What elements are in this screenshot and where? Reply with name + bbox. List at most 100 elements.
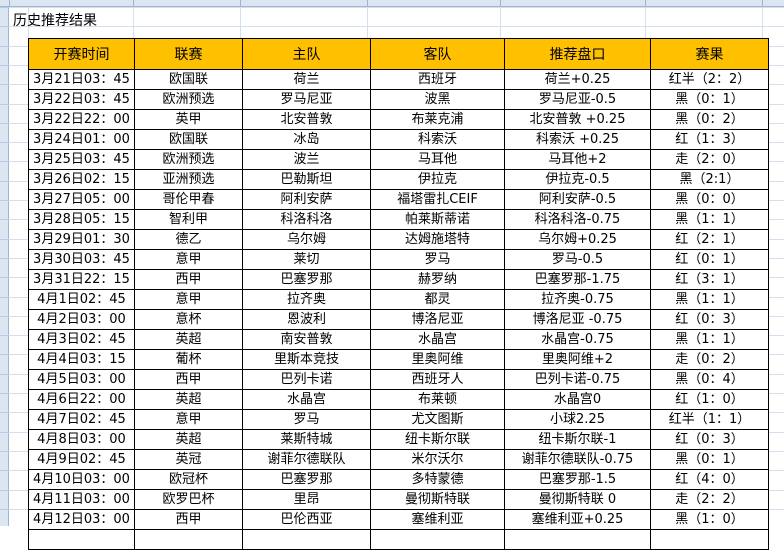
cell-league[interactable]: 欧冠杯: [134, 469, 243, 490]
cell-league[interactable]: 欧罗巴杯: [134, 489, 243, 510]
row-divider[interactable]: [0, 161, 9, 162]
table-row[interactable]: 4月9日02：45 英冠 谢菲尔德联队 米尔沃尔 谢菲尔德联队-0.75 黑（0：1）: [28, 449, 769, 470]
cell-time[interactable]: [28, 529, 135, 550]
column-divider[interactable]: [762, 0, 763, 7]
cell-league[interactable]: 意甲: [134, 289, 243, 310]
cell-time[interactable]: 4月11日03：00: [28, 489, 135, 510]
cell-away[interactable]: [370, 529, 505, 550]
cell-home[interactable]: 科洛科洛: [242, 209, 371, 230]
cell-time[interactable]: 4月10日03：00: [28, 469, 135, 490]
cell-result[interactable]: [650, 529, 769, 550]
cell-away[interactable]: 马耳他: [370, 149, 505, 170]
row-divider[interactable]: [0, 277, 9, 278]
table-row[interactable]: 3月25日03：45 欧洲预选 波兰 马耳他 马耳他+2 走（2：0）: [28, 149, 769, 170]
cell-result[interactable]: 黑（1：1）: [650, 289, 769, 310]
cell-home[interactable]: 里斯本竞技: [242, 349, 371, 370]
cell-result[interactable]: 红（0：3）: [650, 309, 769, 330]
cell-league[interactable]: 欧国联: [134, 129, 243, 150]
table-row[interactable]: 4月10日03：00 欧冠杯 巴塞罗那 多特蒙德 巴塞罗那-1.5 红（4：0）: [28, 469, 769, 490]
cell-league[interactable]: 哥伦甲春: [134, 189, 243, 210]
cell-result[interactable]: 红（0：3）: [650, 429, 769, 450]
cell-away[interactable]: 福塔雷扎CEIF: [370, 189, 505, 210]
cell-result[interactable]: 黑（1：1）: [650, 329, 769, 350]
cell-time[interactable]: 4月3日02：45: [28, 329, 135, 350]
cell-away[interactable]: 纽卡斯尔联: [370, 429, 505, 450]
col-header-odds[interactable]: 推荐盘口: [504, 38, 651, 70]
row-divider[interactable]: [0, 239, 9, 240]
cell-odds[interactable]: 拉齐奥-0.75: [504, 289, 651, 310]
row-divider[interactable]: [0, 393, 9, 394]
cell-odds[interactable]: 里奥阿维+2: [504, 349, 651, 370]
row-divider[interactable]: [0, 219, 9, 220]
cell-result[interactable]: 红半（1：1）: [650, 409, 769, 430]
cell-away[interactable]: 科索沃: [370, 129, 505, 150]
cell-home[interactable]: [242, 529, 371, 550]
row-divider[interactable]: [0, 354, 9, 355]
table-row[interactable]: 4月1日02：45 意甲 拉齐奥 都灵 拉齐奥-0.75 黑（1：1）: [28, 289, 769, 310]
row-divider[interactable]: [0, 26, 9, 27]
col-header-home[interactable]: 主队: [242, 38, 371, 70]
cell-away[interactable]: 布莱顿: [370, 389, 505, 410]
cell-result[interactable]: 红（4：0）: [650, 469, 769, 490]
cell-away[interactable]: 水晶宫: [370, 329, 505, 350]
cell-away[interactable]: 伊拉克: [370, 169, 505, 190]
table-row[interactable]: 3月31日22：15 西甲 巴塞罗那 赫罗纳 巴塞罗那-1.75 红（3：1）: [28, 269, 769, 290]
cell-result[interactable]: 红（0：1）: [650, 249, 769, 270]
cell-away[interactable]: 多特蒙德: [370, 469, 505, 490]
cell-time[interactable]: 3月22日03：45: [28, 89, 135, 110]
cell-league[interactable]: 德乙: [134, 229, 243, 250]
cell-time[interactable]: 4月9日02：45: [28, 449, 135, 470]
cell-time[interactable]: 3月21日03：45: [28, 69, 135, 90]
row-divider[interactable]: [0, 490, 9, 491]
row-divider[interactable]: [0, 451, 9, 452]
cell-odds[interactable]: 曼彻斯特联 0: [504, 489, 651, 510]
cell-odds[interactable]: 伊拉克-0.5: [504, 169, 651, 190]
row-divider[interactable]: [0, 432, 9, 433]
cell-result[interactable]: 黑（1：1）: [650, 209, 769, 230]
cell-time[interactable]: 3月28日05：15: [28, 209, 135, 230]
column-divider[interactable]: [133, 0, 134, 7]
cell-odds[interactable]: 巴塞罗那-1.75: [504, 269, 651, 290]
cell-result[interactable]: 走（2：0）: [650, 149, 769, 170]
cell-time[interactable]: 3月27日05：00: [28, 189, 135, 210]
row-divider[interactable]: [0, 181, 9, 182]
cell-result[interactable]: 走（2：2）: [650, 489, 769, 510]
table-row[interactable]: [28, 529, 769, 550]
cell-odds[interactable]: 巴列卡诺-0.75: [504, 369, 651, 390]
cell-league[interactable]: 欧洲预选: [134, 89, 243, 110]
table-row[interactable]: 3月30日03：45 意甲 莱切 罗马 罗马-0.5 红（0：1）: [28, 249, 769, 270]
cell-home[interactable]: 巴塞罗那: [242, 469, 371, 490]
cell-result[interactable]: 黑（2:1）: [650, 169, 769, 190]
table-row[interactable]: 4月12日03：00 西甲 巴伦西亚 塞维利亚 塞维利亚+0.25 黑（1：0）: [28, 509, 769, 530]
cell-home[interactable]: 水晶宫: [242, 389, 371, 410]
cell-home[interactable]: 波兰: [242, 149, 371, 170]
table-row[interactable]: 4月3日02：45 英超 南安普敦 水晶宫 水晶宫-0.75 黑（1：1）: [28, 329, 769, 350]
column-divider[interactable]: [9, 0, 10, 7]
cell-odds[interactable]: 科洛科洛-0.75: [504, 209, 651, 230]
cell-away[interactable]: 都灵: [370, 289, 505, 310]
table-row[interactable]: 4月5日03：00 西甲 巴列卡诺 西班牙人 巴列卡诺-0.75 黑（0：4）: [28, 369, 769, 390]
row-divider[interactable]: [0, 316, 9, 317]
cell-time[interactable]: 3月29日01：30: [28, 229, 135, 250]
cell-odds[interactable]: 荷兰+0.25: [504, 69, 651, 90]
cell-league[interactable]: 英冠: [134, 449, 243, 470]
cell-odds[interactable]: 阿利安萨-0.5: [504, 189, 651, 210]
cell-odds[interactable]: 马耳他+2: [504, 149, 651, 170]
row-divider[interactable]: [0, 297, 9, 298]
cell-odds[interactable]: 科索沃 +0.25: [504, 129, 651, 150]
table-row[interactable]: 4月11日03：00 欧罗巴杯 里昂 曼彻斯特联 曼彻斯特联 0 走（2：2）: [28, 489, 769, 510]
cell-away[interactable]: 西班牙人: [370, 369, 505, 390]
cell-away[interactable]: 帕莱斯蒂诺: [370, 209, 505, 230]
cell-home[interactable]: 罗马: [242, 409, 371, 430]
cell-time[interactable]: 3月31日22：15: [28, 269, 135, 290]
cell-time[interactable]: 3月22日22：00: [28, 109, 135, 130]
cell-league[interactable]: [134, 529, 243, 550]
cell-home[interactable]: 罗马尼亚: [242, 89, 371, 110]
cell-league[interactable]: 西甲: [134, 509, 243, 530]
cell-result[interactable]: 红（2：1）: [650, 229, 769, 250]
row-divider[interactable]: [0, 46, 9, 47]
table-row[interactable]: 3月29日01：30 德乙 乌尔姆 达姆施塔特 乌尔姆+0.25 红（2：1）: [28, 229, 769, 250]
cell-result[interactable]: 黑（0：1）: [650, 449, 769, 470]
row-divider[interactable]: [0, 374, 9, 375]
cell-league[interactable]: 葡杯: [134, 349, 243, 370]
